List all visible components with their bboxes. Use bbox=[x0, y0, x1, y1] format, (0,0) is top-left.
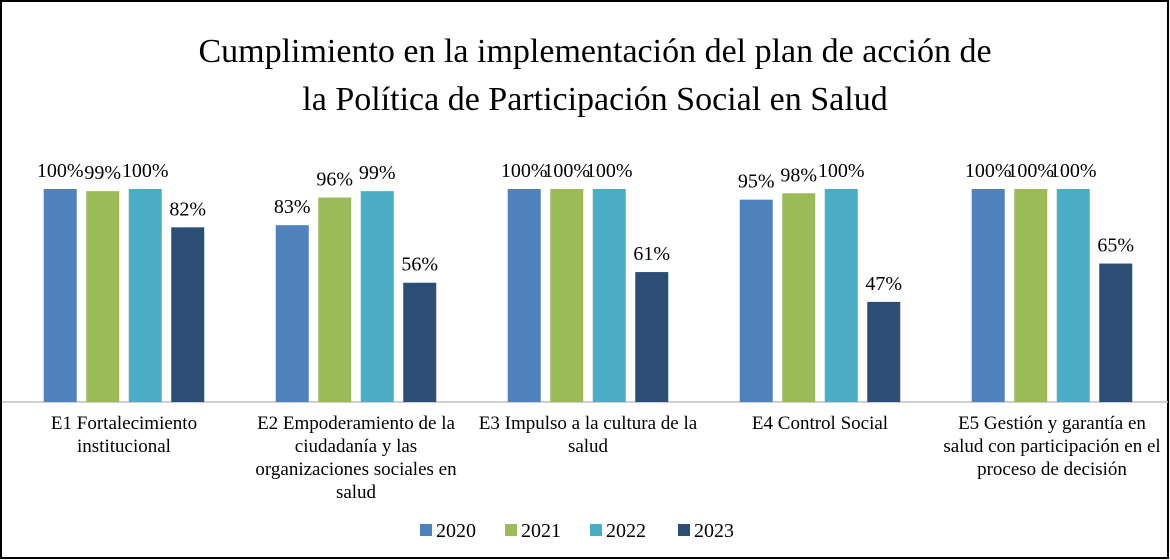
bar bbox=[1014, 189, 1048, 402]
data-label: 99% bbox=[359, 162, 396, 184]
bar bbox=[275, 225, 309, 402]
bar bbox=[360, 191, 394, 402]
bar bbox=[318, 197, 352, 402]
legend-swatch bbox=[420, 524, 432, 536]
data-label: 83% bbox=[274, 196, 311, 218]
x-tick-label: E4 Control Social bbox=[751, 413, 889, 434]
legend-swatch bbox=[678, 524, 690, 536]
legend-label: 2021 bbox=[521, 520, 561, 542]
category-label: E5 Gestión y garantía en salud con parti… bbox=[943, 413, 1161, 480]
bar bbox=[550, 189, 584, 402]
data-label: 100% bbox=[818, 160, 865, 182]
data-label: 100% bbox=[1007, 160, 1054, 182]
bar bbox=[782, 193, 816, 402]
bar bbox=[171, 227, 205, 402]
bar bbox=[128, 189, 162, 402]
x-tick-label: E2 Empoderamiento de la ciudadanía y las… bbox=[255, 413, 457, 503]
data-label: 96% bbox=[316, 169, 353, 191]
chart-title: Cumplimiento en la implementación del pl… bbox=[198, 33, 991, 70]
bar bbox=[867, 301, 901, 402]
bar bbox=[1056, 189, 1090, 402]
data-label: 47% bbox=[865, 273, 902, 295]
x-tick-label: E3 Impulso a la cultura de la salud bbox=[478, 413, 698, 457]
category-label: E2 Empoderamiento de la ciudadanía y las… bbox=[255, 413, 457, 503]
bar bbox=[86, 191, 120, 402]
legend-label: 2022 bbox=[606, 520, 646, 542]
legend-swatch bbox=[505, 524, 517, 536]
bar bbox=[592, 189, 626, 402]
data-label: 100% bbox=[122, 160, 169, 182]
data-label: 99% bbox=[84, 162, 121, 184]
data-label: 100% bbox=[965, 160, 1012, 182]
bar bbox=[507, 189, 541, 402]
bar bbox=[824, 189, 858, 402]
data-label: 100% bbox=[586, 160, 633, 182]
x-tick-label: E1 Fortalecimiento institucional bbox=[50, 413, 198, 457]
x-tick-label: E5 Gestión y garantía en salud con parti… bbox=[943, 413, 1161, 480]
bar bbox=[739, 199, 773, 402]
data-label: 61% bbox=[633, 243, 670, 265]
legend-swatch bbox=[590, 524, 602, 536]
category-label: E1 Fortalecimiento institucional bbox=[50, 413, 198, 457]
data-label: 100% bbox=[1050, 160, 1097, 182]
data-label: 82% bbox=[169, 198, 206, 220]
legend-label: 2020 bbox=[436, 520, 476, 542]
data-label: 98% bbox=[780, 164, 817, 186]
data-label: 56% bbox=[401, 254, 438, 276]
bar bbox=[403, 282, 437, 402]
bar bbox=[635, 272, 669, 402]
data-label: 65% bbox=[1097, 235, 1134, 257]
bar bbox=[43, 189, 77, 402]
legend-label: 2023 bbox=[694, 520, 734, 542]
category-label: E4 Control Social bbox=[751, 413, 889, 434]
data-label: 95% bbox=[738, 171, 775, 193]
chart-title: la Política de Participación Social en S… bbox=[302, 81, 887, 118]
data-label: 100% bbox=[543, 160, 590, 182]
bar bbox=[1099, 263, 1133, 402]
bar bbox=[971, 189, 1005, 402]
category-label: E3 Impulso a la cultura de la salud bbox=[478, 413, 698, 457]
data-label: 100% bbox=[37, 160, 84, 182]
data-label: 100% bbox=[501, 160, 548, 182]
